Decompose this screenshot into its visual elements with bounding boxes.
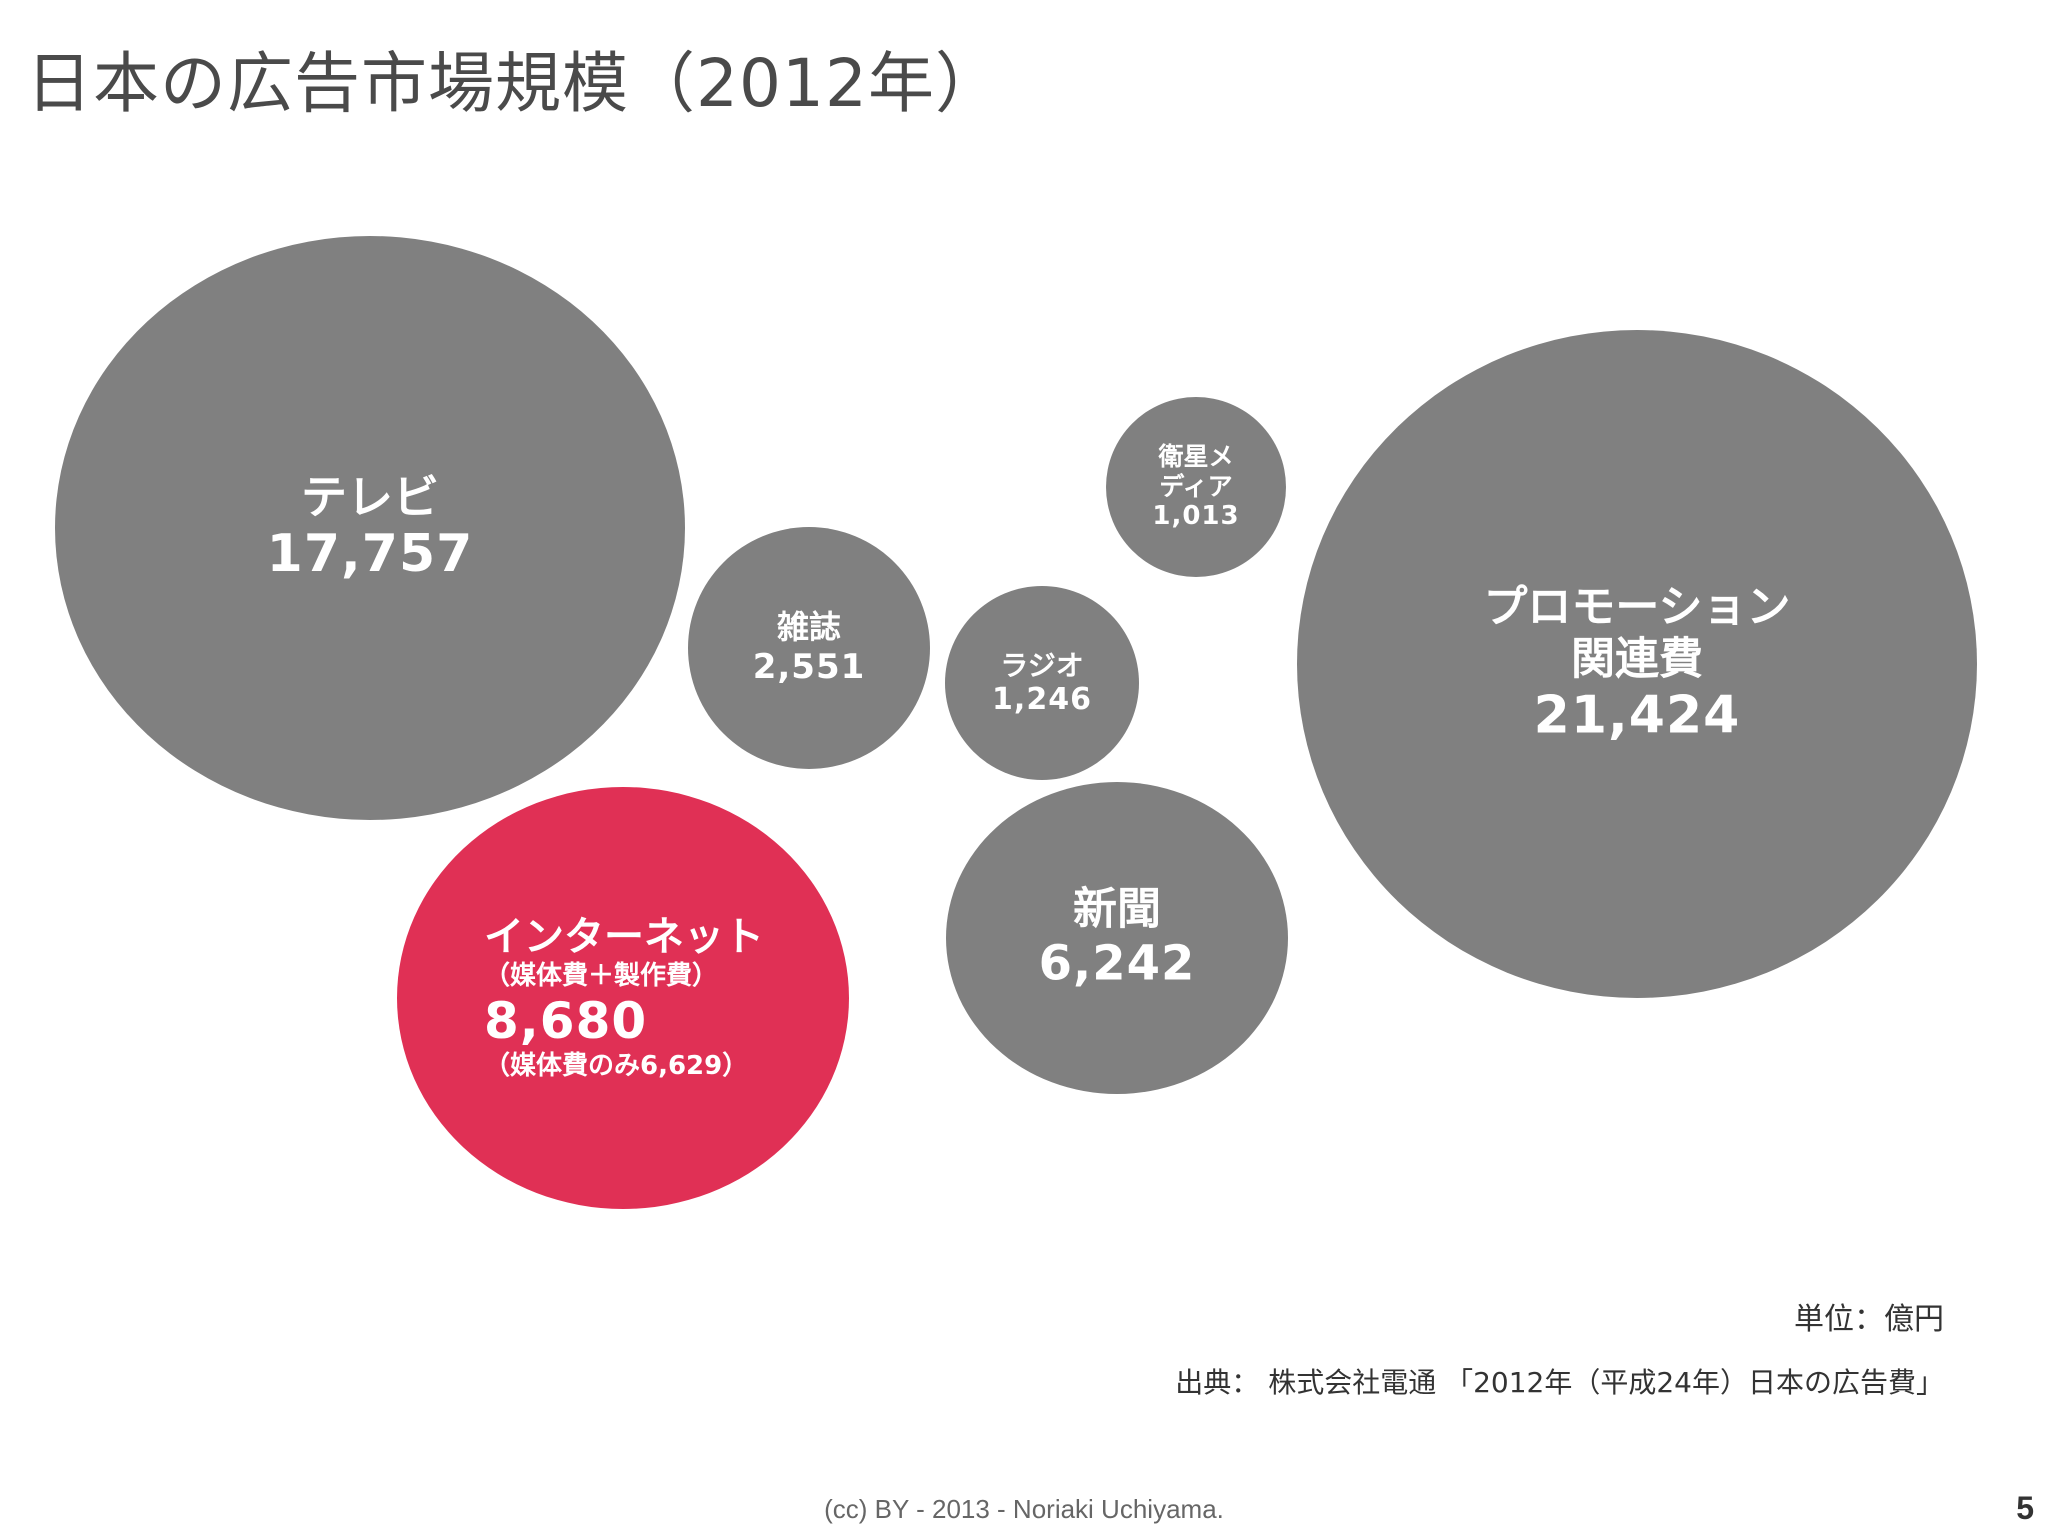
bubble-label-promotion: プロモーション 関連費 21,424 <box>1483 581 1790 746</box>
bubble-radio <box>945 586 1139 780</box>
bubble-category-tv: テレビ <box>300 470 439 525</box>
bubble-sublabel-internet: （媒体費＋製作費） <box>484 961 719 992</box>
bubble-label-magazine: 雑誌 2,551 <box>752 608 866 687</box>
bubble-note-internet: （媒体費のみ6,629） <box>484 1051 749 1082</box>
bubble-newspaper <box>946 782 1288 1094</box>
bubble-category-promotion: プロモーション <box>1483 581 1791 633</box>
bubble-category-internet: インターネット <box>484 914 764 961</box>
bubble-category-satellite: 衛星メ <box>1158 442 1234 472</box>
bubble-label-satellite: 衛星メ ディア 1,013 <box>1152 442 1239 532</box>
bubble-value-internet: 8,680 <box>484 992 648 1051</box>
bubble-label-newspaper: 新聞 6,242 <box>1039 884 1196 993</box>
bubble-satellite <box>1106 397 1286 577</box>
bubble-value-tv: 17,757 <box>266 524 474 585</box>
bubble-value-magazine: 2,551 <box>752 646 866 687</box>
bubble-magazine <box>688 527 930 769</box>
bubble-value-radio: 1,246 <box>992 681 1092 717</box>
page-number: 5 <box>2016 1490 2034 1526</box>
bubble-label-tv: テレビ 17,757 <box>267 470 474 586</box>
slide-title: 日本の広告市場規模（2012年） <box>26 45 1002 122</box>
bubble-category-radio: ラジオ <box>1000 648 1084 682</box>
bubble-label-radio: ラジオ 1,246 <box>992 649 1092 717</box>
bubble-category-newspaper: 新聞 <box>1072 883 1161 935</box>
bubble-value-promotion: 21,424 <box>1533 685 1741 746</box>
bubble-internet <box>397 787 849 1209</box>
bubble-category-promotion: 関連費 <box>1571 633 1703 685</box>
footer-credit: (cc) BY - 2013 - Noriaki Uchiyama. <box>824 1494 1224 1524</box>
bubble-category-satellite: ディア <box>1159 471 1233 501</box>
unit-label: 単位：億円 <box>1794 1302 1944 1337</box>
bubble-value-satellite: 1,013 <box>1152 501 1240 532</box>
source-citation: 出典： 株式会社電通 「2012年（平成24年）日本の広告費」 <box>1175 1366 1944 1399</box>
bubble-tv <box>55 236 685 820</box>
bubble-promotion <box>1297 330 1977 998</box>
bubble-category-magazine: 雑誌 <box>776 608 842 647</box>
bubble-label-internet: インターネット （媒体費＋製作費） 8,680 （媒体費のみ6,629） <box>484 914 764 1082</box>
bubble-value-newspaper: 6,242 <box>1038 935 1196 992</box>
